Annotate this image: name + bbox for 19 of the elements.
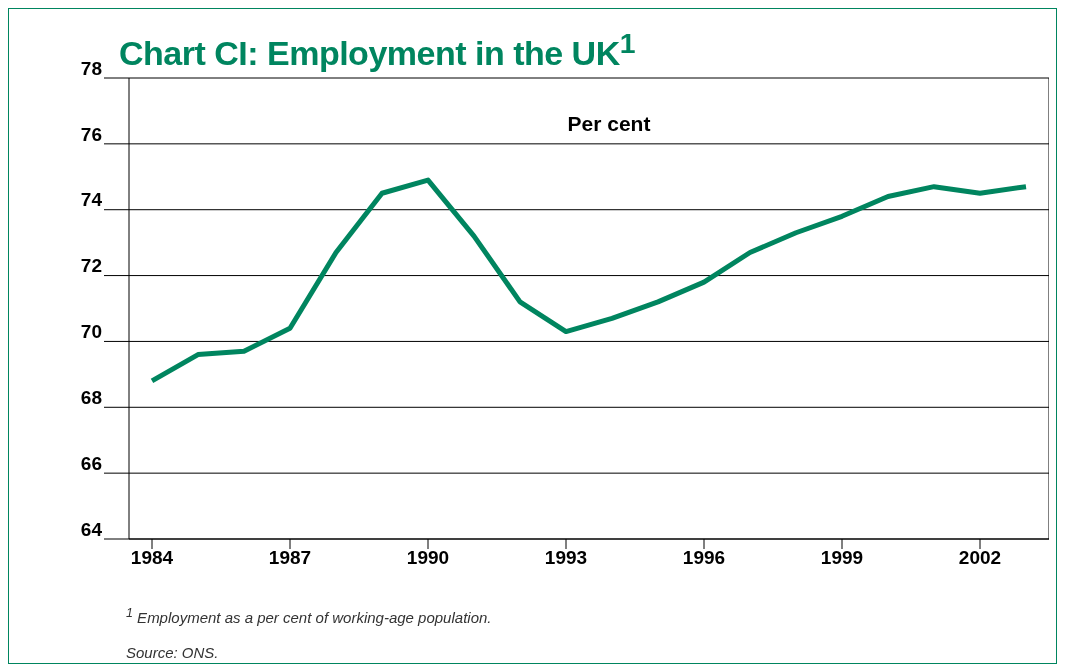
y-tick-label: 64 [80, 518, 103, 540]
x-tick-label: 1987 [268, 547, 312, 569]
y-tick-label: 70 [80, 321, 102, 343]
chart-title: Chart CI: Employment in the UK$^{1}$ [119, 27, 635, 74]
y-tick-label: 76 [80, 123, 102, 145]
x-tick-label: 1990 [406, 547, 450, 569]
y-tick-label: 74 [80, 189, 103, 211]
x-tick-label: 1984 [130, 547, 174, 569]
y-tick-label: 78 [80, 57, 102, 79]
x-tick-label: 1993 [544, 547, 588, 569]
x-tick-label: 2002 [958, 547, 1002, 569]
x-tick-label: 1996 [682, 547, 726, 569]
y-tick-label: 72 [80, 255, 102, 277]
x-tick-label: 1999 [820, 547, 864, 569]
text: $^{1}$ Employment as a per cent of working-age population. [126, 606, 492, 626]
y-tick-label: 68 [80, 387, 102, 409]
annotation: Per cent [566, 112, 652, 136]
source-note: Source: ONS. [126, 644, 219, 661]
y-tick-label: 66 [80, 452, 102, 474]
